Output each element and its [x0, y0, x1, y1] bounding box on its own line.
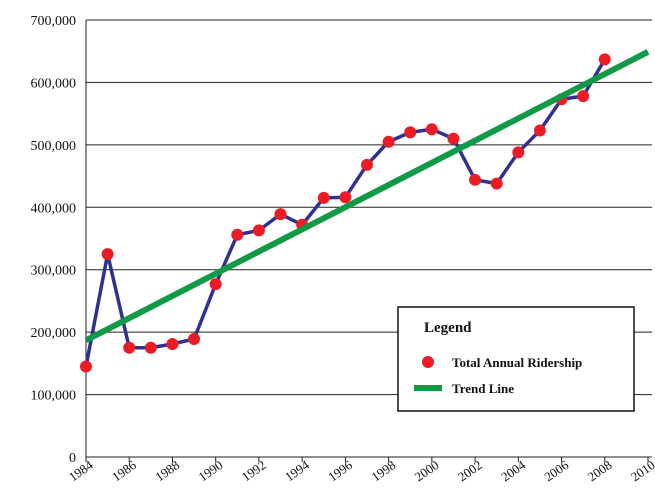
data-point — [447, 132, 460, 145]
legend-marker — [422, 356, 434, 368]
data-point — [317, 191, 330, 204]
data-point — [382, 135, 395, 148]
data-point — [144, 341, 157, 354]
data-point — [404, 126, 417, 139]
x-tick-label: 2002 — [455, 457, 485, 484]
legend-title: Legend — [424, 320, 472, 336]
x-tick-label: 2010 — [628, 457, 655, 484]
data-point — [252, 224, 265, 237]
x-tick-label: 1998 — [368, 457, 398, 484]
data-point — [533, 124, 546, 137]
y-tick-label: 400,000 — [31, 201, 77, 216]
data-point — [339, 191, 352, 204]
data-point — [425, 123, 438, 136]
x-tick-label: 1988 — [152, 457, 182, 484]
x-tick-label: 1996 — [325, 457, 355, 484]
data-point — [469, 173, 482, 186]
trend-line — [84, 49, 650, 343]
y-tick-label: 600,000 — [31, 76, 77, 91]
legend-label: Total Annual Ridership — [452, 355, 582, 370]
x-tick-label: 1992 — [239, 457, 269, 484]
data-point — [274, 208, 287, 221]
x-tick-label: 2006 — [541, 457, 571, 484]
data-point — [598, 53, 611, 66]
y-tick-label: 200,000 — [31, 326, 77, 341]
data-point — [188, 333, 201, 346]
data-point — [101, 248, 114, 261]
data-point — [361, 158, 373, 171]
x-tick-label: 2008 — [585, 457, 615, 484]
x-tick-label: 2004 — [498, 457, 528, 484]
x-tick-label: 1994 — [282, 457, 312, 484]
data-point — [490, 177, 503, 190]
legend-label: Trend Line — [452, 381, 514, 396]
data-point — [512, 146, 525, 159]
y-tick-label: 500,000 — [31, 139, 77, 154]
y-tick-label: 0 — [69, 451, 76, 466]
data-point — [231, 228, 244, 241]
y-tick-label: 700,000 — [31, 14, 77, 29]
data-point — [209, 278, 222, 291]
data-point — [80, 360, 92, 373]
legend-box — [397, 306, 635, 412]
data-point — [123, 341, 136, 354]
y-tick-label: 100,000 — [31, 389, 77, 404]
x-tick-label: 2000 — [412, 457, 442, 484]
x-tick-label: 1990 — [196, 457, 226, 484]
data-point — [166, 338, 179, 351]
data-point — [577, 90, 590, 103]
y-tick-label: 300,000 — [31, 264, 77, 279]
x-tick-label: 1986 — [109, 457, 139, 484]
